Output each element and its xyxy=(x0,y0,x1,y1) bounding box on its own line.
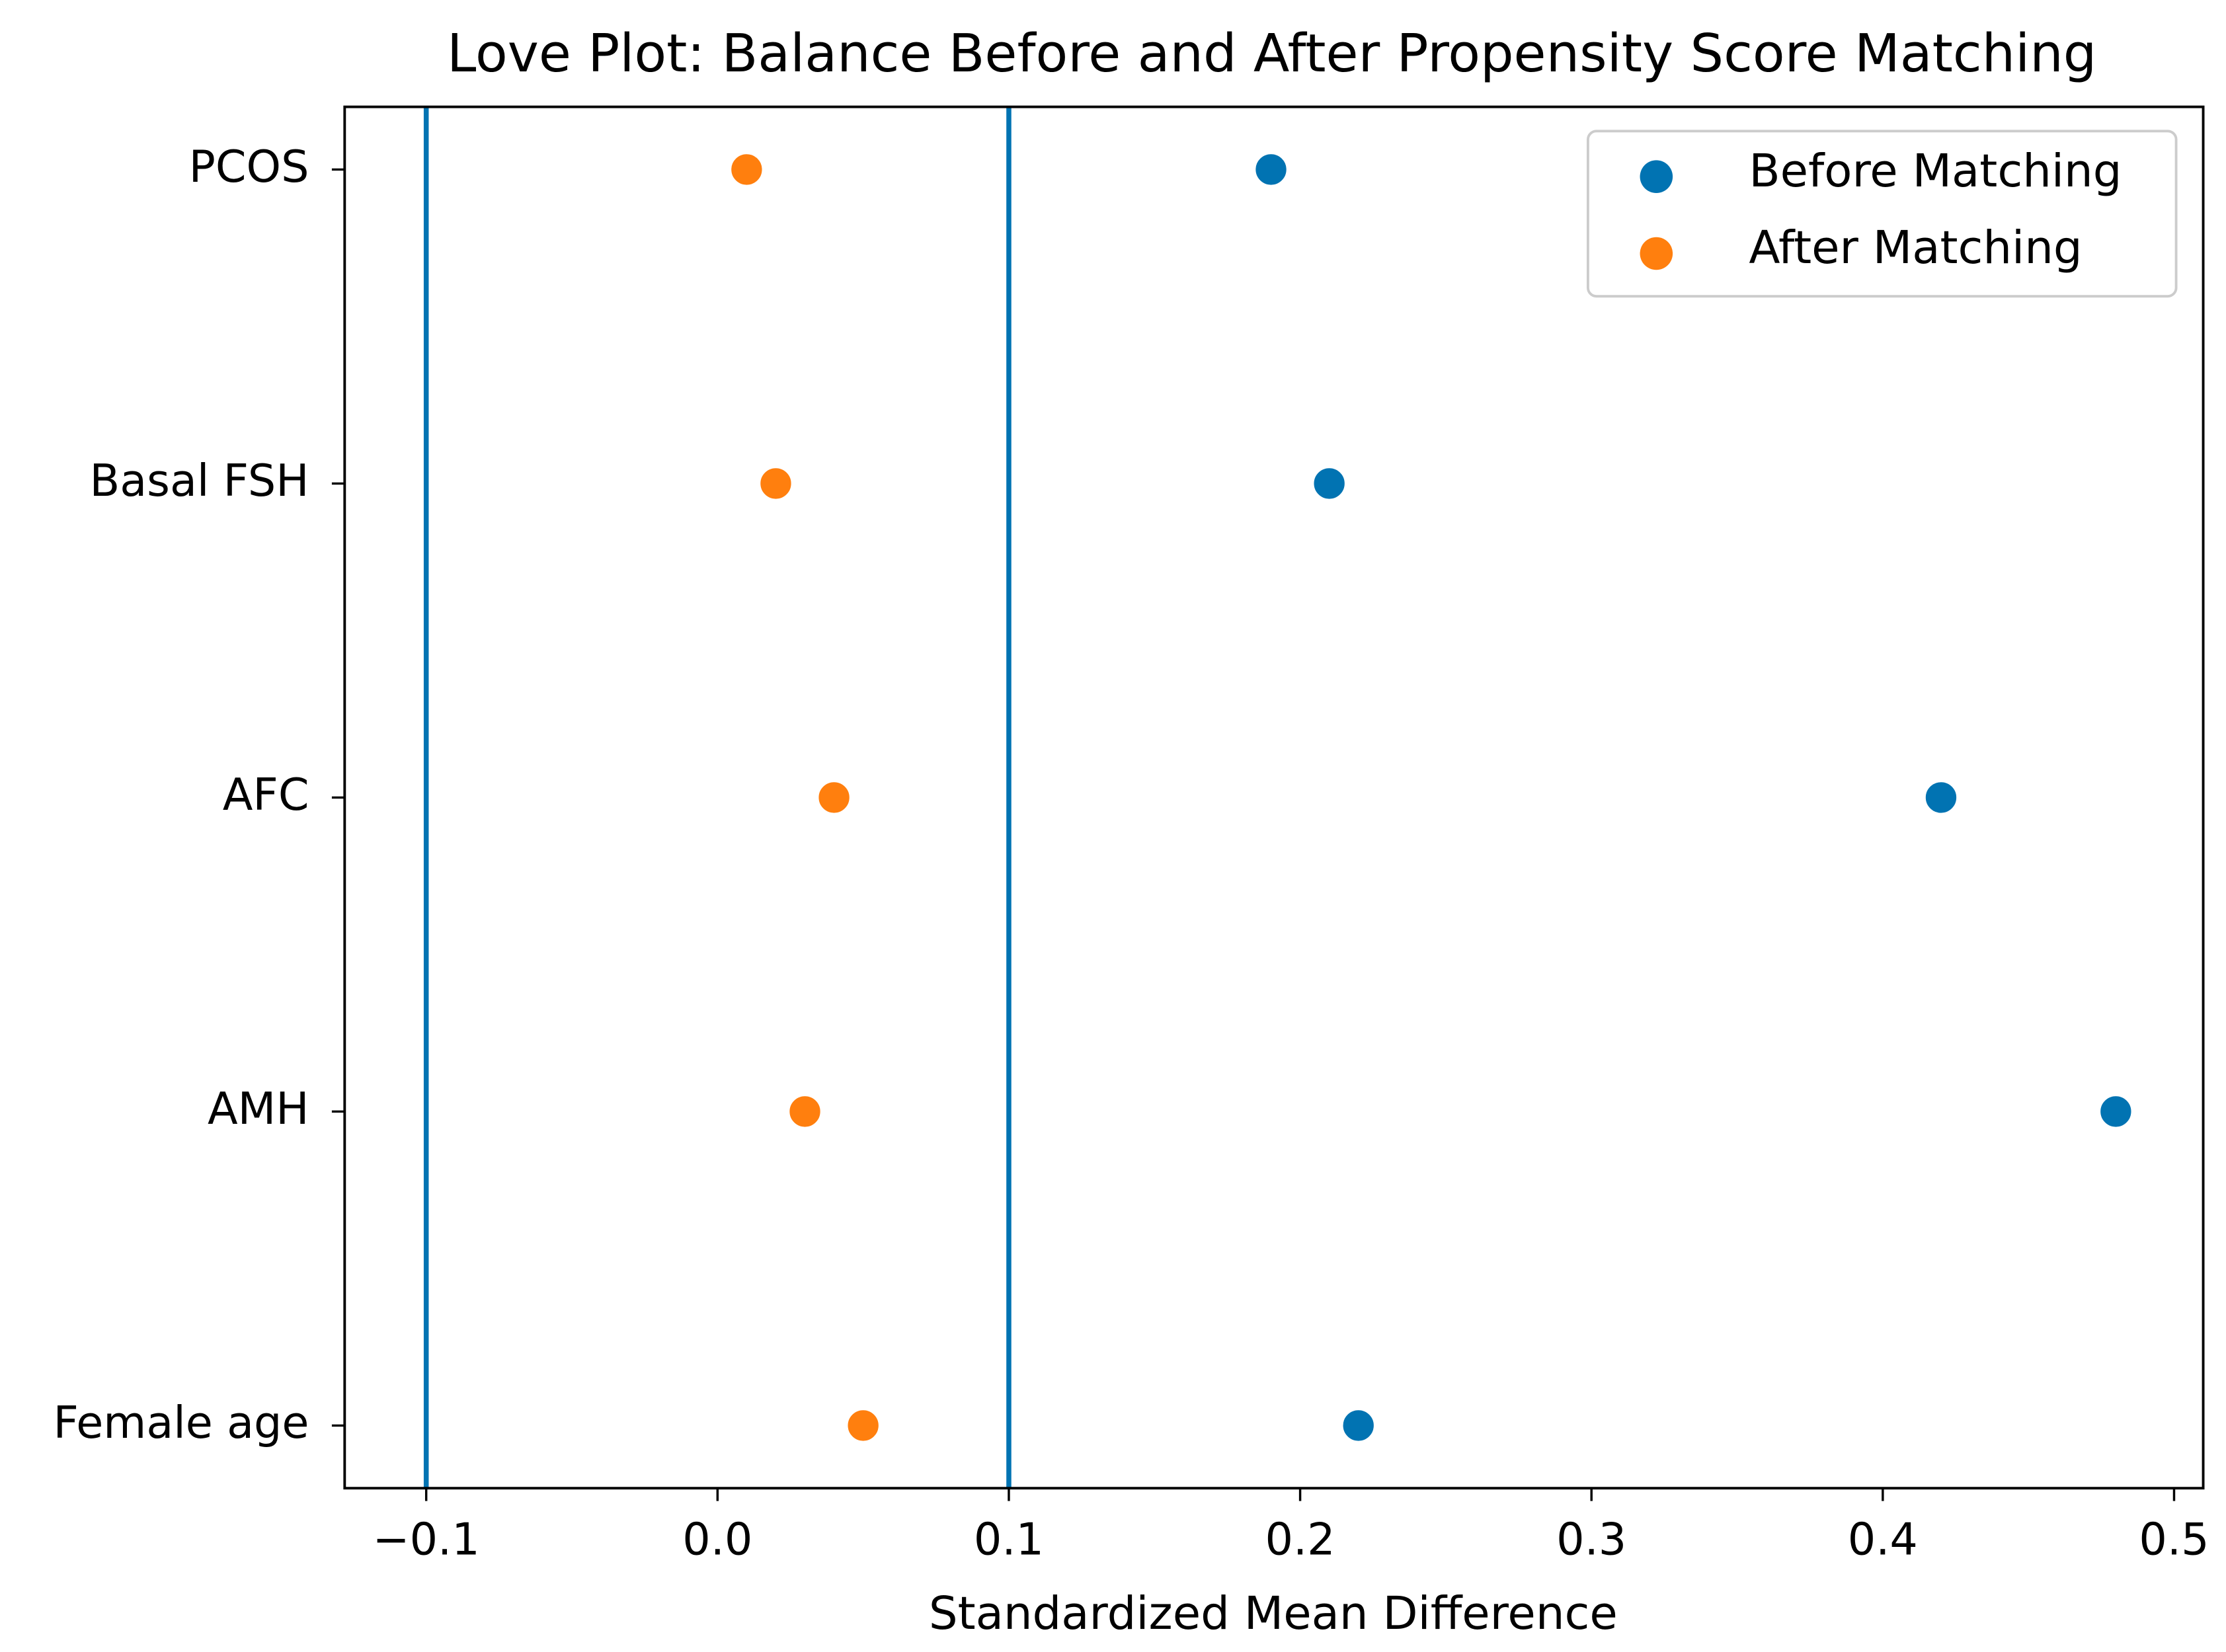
y-tick-label: PCOS xyxy=(189,141,309,192)
plot-frame xyxy=(343,105,2205,1490)
legend-marker xyxy=(1640,160,1673,193)
y-tick-label: AMH xyxy=(208,1083,309,1134)
y-tick-label: AFC xyxy=(223,769,309,820)
x-tick-label: 0.0 xyxy=(682,1514,752,1565)
x-tick-label: 0.1 xyxy=(974,1514,1044,1565)
y-tick-label: Basal FSH xyxy=(89,455,309,506)
x-tick-label: 0.4 xyxy=(1848,1514,1918,1565)
data-point xyxy=(787,1094,822,1129)
x-tick-label: 0.5 xyxy=(2139,1514,2209,1565)
x-tick-label: 0.3 xyxy=(1556,1514,1626,1565)
legend-label: Before Matching xyxy=(1749,145,2122,198)
data-point xyxy=(2098,1094,2133,1129)
data-point xyxy=(758,466,793,501)
data-point xyxy=(1341,1408,1376,1443)
legend-label: After Matching xyxy=(1749,221,2082,274)
x-tick-label: 0.2 xyxy=(1265,1514,1335,1565)
data-point xyxy=(816,780,852,815)
x-axis-label: Standardized Mean Difference xyxy=(929,1587,1618,1640)
y-tick-label: Female age xyxy=(53,1397,309,1448)
data-point xyxy=(846,1408,881,1443)
data-point xyxy=(1923,780,1959,815)
data-point xyxy=(1312,466,1347,501)
chart-title: Love Plot: Balance Before and After Prop… xyxy=(447,22,2096,84)
data-point xyxy=(729,152,764,187)
legend-marker xyxy=(1640,237,1673,270)
legend-box xyxy=(1586,130,2178,298)
x-tick-label: −0.1 xyxy=(373,1514,480,1565)
data-point xyxy=(1253,152,1289,187)
